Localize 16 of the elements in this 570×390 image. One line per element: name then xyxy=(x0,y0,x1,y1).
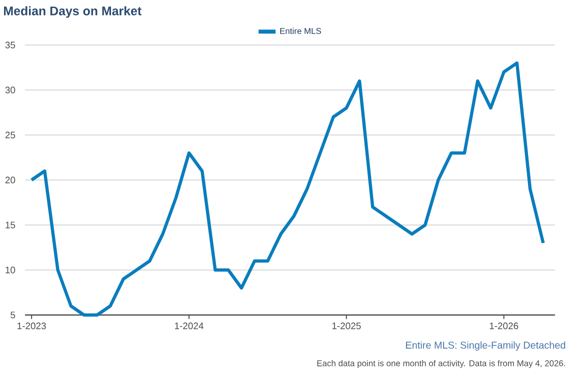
x-tick-label: 1-2026 xyxy=(490,322,518,330)
x-tick-label: 1-2024 xyxy=(174,322,204,330)
legend-label: Entire MLS xyxy=(280,28,322,34)
chart-title: Median Days on Market xyxy=(4,6,142,18)
text: Each data point is one month of activity. Data is from May 4, 2026. xyxy=(317,360,565,368)
y-tick-label: 5 xyxy=(10,312,16,318)
y-tick-label: 30 xyxy=(5,86,16,94)
y-tick-label: 10 xyxy=(6,266,16,274)
y-tick-label: 25 xyxy=(5,132,16,138)
y-tick-label: 20 xyxy=(5,176,16,184)
line-series xyxy=(30,61,545,317)
y-tick-label: 15 xyxy=(6,222,16,228)
x-tick-label: 1-2023 xyxy=(18,322,46,330)
y-tick-label: 35 xyxy=(5,42,16,48)
x-tick-label: 1-2025 xyxy=(332,322,361,330)
text: Entire MLS: Single-Family Detached xyxy=(406,341,566,351)
